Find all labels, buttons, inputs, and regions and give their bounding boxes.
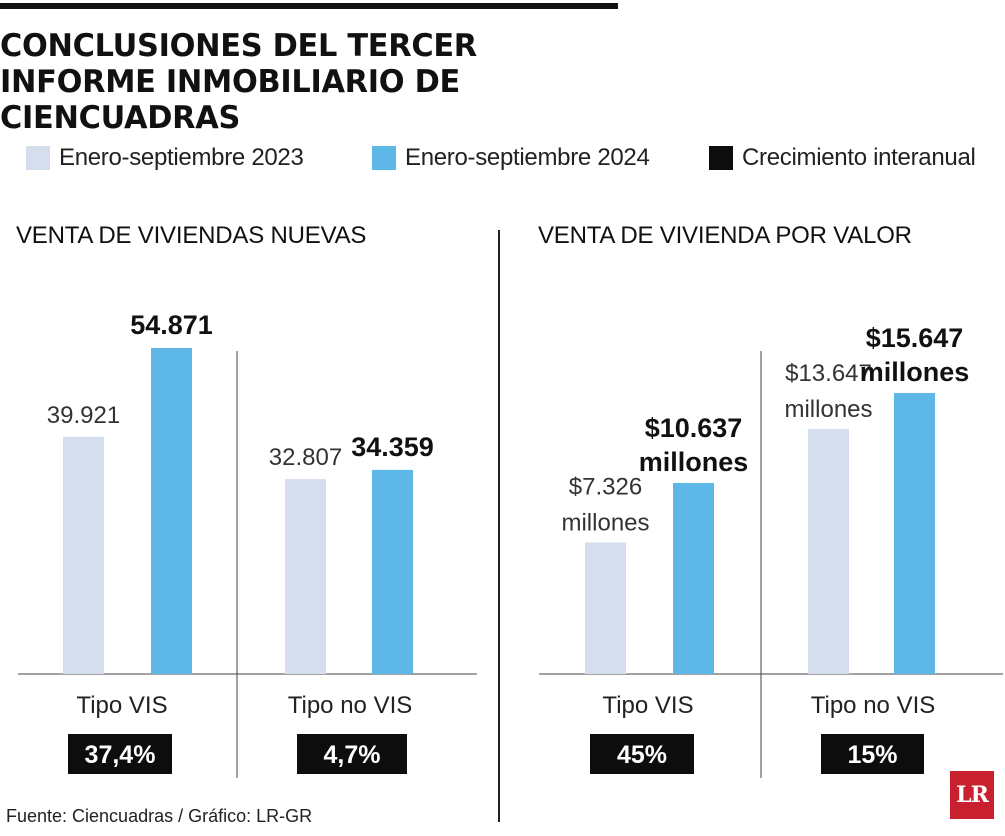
- units-growth-label-tipo-no-vis: 4,7%: [324, 741, 381, 769]
- units-bar-tipo-vis-2024: [151, 348, 192, 674]
- value-label-tipo-vis-2024: $10.637: [645, 413, 743, 443]
- value-bar-tipo-no-vis-2023: [808, 428, 849, 674]
- value-bar-tipo-no-vis-2024: [894, 393, 935, 674]
- legend-label-2023: Enero-septiembre 2023: [59, 144, 304, 171]
- legend-item-2023: Enero-septiembre 2023: [26, 140, 304, 176]
- source-note: Fuente: Ciencuadras / Gráfico: LR-GR: [6, 806, 313, 826]
- panel-title-units: VENTA DE VIVIENDAS NUEVAS: [16, 222, 367, 249]
- legend-label-growth: Crecimiento interanual: [742, 144, 976, 171]
- panel-title-value: VENTA DE VIVIENDA POR VALOR: [538, 222, 912, 249]
- units-category-tipo-vis: Tipo VIS: [76, 692, 167, 719]
- units-bar-tipo-no-vis-2024: [372, 469, 413, 674]
- units-bar-tipo-no-vis-2023: [285, 479, 326, 674]
- value-label-tipo-no-vis-2024-unit: millones: [860, 357, 970, 387]
- value-category-tipo-vis: Tipo VIS: [602, 692, 693, 719]
- units-label-tipo-vis-2023: 39.921: [47, 402, 120, 429]
- legend-swatch-growth: [709, 146, 733, 170]
- chart-units: 39.921 54.871 Tipo VIS 37,4% 32.807 34.359 Tip…: [18, 310, 477, 778]
- units-bar-tipo-vis-2023: [63, 436, 104, 674]
- units-label-tipo-no-vis-2023: 32.807: [269, 444, 342, 471]
- legend-label-2024: Enero-septiembre 2024: [405, 144, 650, 171]
- value-label-tipo-vis-2023-unit: millones: [561, 509, 649, 536]
- value-growth-badge-tipo-vis: [590, 734, 694, 774]
- value-growth-label-tipo-no-vis: 15%: [847, 741, 897, 769]
- units-category-tipo-no-vis: Tipo no VIS: [288, 692, 413, 719]
- value-label-tipo-vis-2024-unit: millones: [639, 447, 749, 477]
- value-label-tipo-vis-2023: $7.326: [569, 473, 642, 500]
- panel-divider: [498, 230, 500, 822]
- chart-title: CONCLUSIONES DEL TERCER INFORME INMOBILI…: [0, 28, 477, 136]
- value-growth-label-tipo-vis: 45%: [617, 741, 667, 769]
- value-bar-tipo-vis-2024: [673, 482, 714, 674]
- units-label-tipo-no-vis-2024: 34.359: [351, 432, 434, 462]
- legend-swatch-2023: [26, 146, 50, 170]
- units-growth-label-tipo-vis: 37,4%: [85, 741, 156, 769]
- top-rule: [0, 3, 618, 9]
- value-growth-badge-tipo-no-vis: [821, 734, 924, 774]
- legend-item-growth: Crecimiento interanual: [709, 140, 976, 176]
- value-category-tipo-no-vis: Tipo no VIS: [811, 692, 936, 719]
- lr-logo: LR: [950, 771, 994, 819]
- legend-swatch-2024: [372, 146, 396, 170]
- units-growth-badge-tipo-vis: [68, 734, 172, 774]
- value-bar-tipo-vis-2023: [585, 542, 626, 674]
- value-label-tipo-no-vis-2024: $15.647: [866, 323, 964, 353]
- legend-item-2024: Enero-septiembre 2024: [372, 140, 650, 176]
- value-label-tipo-no-vis-2023: $13.647: [785, 360, 872, 387]
- units-label-tipo-vis-2024: 54.871: [130, 310, 213, 340]
- value-label-tipo-no-vis-2023-unit: millones: [784, 396, 872, 423]
- units-growth-badge-tipo-no-vis: [297, 734, 407, 774]
